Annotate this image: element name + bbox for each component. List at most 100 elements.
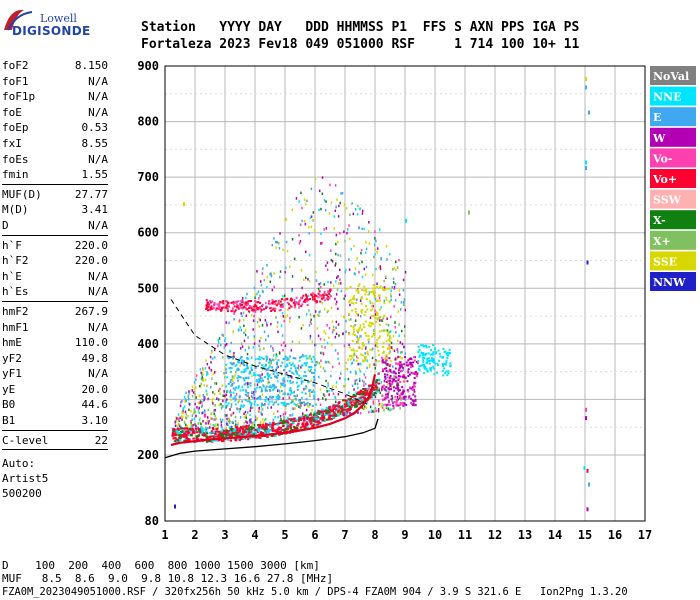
echo-point [258, 374, 261, 377]
echo-point [279, 422, 282, 424]
echo-point [391, 385, 393, 389]
echo-point [254, 301, 257, 304]
echo-point [235, 429, 239, 432]
echo-point [227, 382, 230, 385]
echo-point [240, 404, 243, 407]
echo-point [275, 368, 277, 372]
echo-point [206, 300, 209, 303]
param-key: C-level [2, 433, 49, 447]
echo-point [264, 365, 267, 368]
echo-point [253, 286, 256, 290]
echo-point [381, 360, 384, 363]
echo-point [360, 296, 363, 299]
echo-point [313, 369, 316, 372]
echo-point [247, 336, 249, 339]
echo-point [382, 361, 385, 364]
echo-point [390, 388, 392, 391]
echo-point [254, 374, 257, 377]
echo-point [265, 363, 267, 366]
echo-point [253, 429, 256, 432]
echo-point [423, 357, 426, 359]
legend-swatch [650, 148, 696, 168]
echo-point [273, 300, 276, 303]
echo-point [383, 373, 386, 376]
echo-point [386, 287, 389, 290]
echo-point [194, 429, 197, 432]
echo-point [211, 357, 214, 360]
echo-point [317, 411, 321, 414]
echo-point [234, 364, 237, 367]
echo-point [205, 422, 207, 425]
echo-point [335, 233, 338, 237]
echo-point [306, 361, 309, 364]
echo-point [273, 309, 276, 312]
echo-point [357, 339, 359, 343]
echo-point [336, 198, 338, 201]
echo-point [364, 382, 367, 386]
echo-point [238, 385, 240, 388]
echo-point [249, 413, 251, 417]
echo-point [232, 354, 235, 357]
echo-point [335, 205, 337, 209]
echo-point [415, 361, 418, 363]
echo-point [320, 242, 322, 245]
echo-point [281, 428, 284, 431]
legend-swatch [650, 66, 696, 85]
echo-point [326, 268, 329, 272]
echo-point [230, 356, 233, 358]
echo-point [335, 293, 338, 296]
echo-point [287, 402, 290, 405]
echo-point [284, 344, 287, 347]
echo-point [411, 386, 414, 389]
echo-point [281, 361, 284, 364]
echo-point [221, 333, 223, 336]
echo-point [259, 307, 262, 310]
echo-point [306, 199, 308, 203]
echo-point [267, 431, 270, 434]
echo-point [182, 411, 184, 415]
echo-point [278, 433, 281, 436]
echo-point [317, 334, 320, 338]
echo-point [325, 200, 327, 203]
echo-point [199, 417, 201, 420]
echo-point [216, 423, 219, 426]
echo-point [229, 371, 232, 373]
echo-point [320, 359, 322, 362]
echo-point [368, 365, 371, 368]
echo-point [399, 407, 401, 410]
echo-point [210, 417, 212, 421]
echo-point [285, 373, 288, 376]
echo-point [274, 416, 276, 419]
echo-point [297, 301, 300, 304]
echo-point [364, 251, 367, 254]
echo-point [341, 191, 344, 195]
echo-point [281, 420, 283, 423]
echo-point [262, 267, 264, 270]
echo-point [356, 338, 359, 340]
echo-point [225, 414, 227, 417]
echo-point [243, 383, 246, 386]
x-tick-label: 16 [608, 528, 622, 542]
echo-point [332, 413, 334, 416]
echo-point [348, 405, 352, 408]
echo-point [193, 431, 196, 434]
echo-point [175, 419, 178, 422]
echo-point [243, 422, 245, 425]
echo-point [396, 362, 399, 365]
echo-point [265, 355, 268, 358]
echo-point [267, 374, 269, 377]
echo-point [360, 311, 363, 314]
echo-point [407, 368, 410, 371]
echo-point [261, 418, 264, 421]
echo-point [339, 407, 343, 410]
echo-point [220, 343, 222, 347]
echo-point [389, 385, 392, 388]
echo-point [369, 324, 372, 327]
echo-point [384, 357, 387, 360]
echo-point [268, 302, 271, 305]
echo-point [304, 222, 307, 226]
echo-point [378, 319, 381, 322]
echo-point [278, 431, 281, 434]
param-key: D [2, 218, 9, 232]
echo-point [243, 412, 245, 415]
